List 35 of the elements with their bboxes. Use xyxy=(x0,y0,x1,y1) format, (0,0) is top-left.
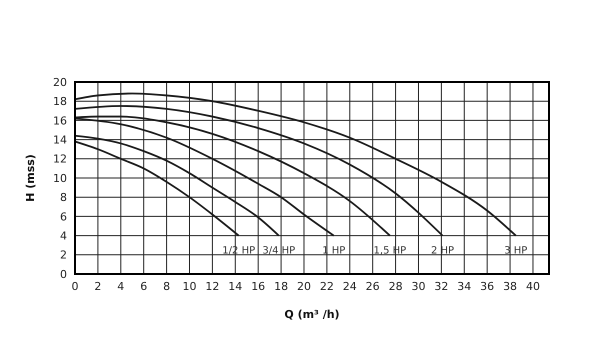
y-tick-label: 14 xyxy=(53,134,67,147)
x-tick-label: 20 xyxy=(296,280,311,293)
x-tick-label: 26 xyxy=(366,280,380,293)
x-tick-label: 10 xyxy=(182,280,196,293)
x-tick-label: 34 xyxy=(457,280,472,293)
x-tick-label: 24 xyxy=(342,280,357,293)
x-tick-label: 6 xyxy=(140,280,148,293)
y-tick-label: 18 xyxy=(53,95,67,108)
x-tick-label: 30 xyxy=(411,280,426,293)
x-tick-label: 2 xyxy=(94,280,102,293)
x-tick-label: 18 xyxy=(274,280,288,293)
y-axis-title: H (mss) xyxy=(24,154,37,202)
y-tick-label: 2 xyxy=(60,248,67,262)
x-tick-label: 28 xyxy=(388,280,403,293)
x-tick-label: 12 xyxy=(205,280,220,293)
x-tick-label: 32 xyxy=(434,280,448,293)
x-tick-label: 38 xyxy=(503,280,518,293)
y-tick-label: 8 xyxy=(60,191,67,204)
x-tick-label: 4 xyxy=(117,280,124,293)
y-tick-label: 4 xyxy=(60,230,67,243)
y-tick-label: 12 xyxy=(53,152,67,166)
y-tick-label: 6 xyxy=(60,210,67,224)
x-tick-label: 14 xyxy=(228,280,242,293)
x-tick-label: 36 xyxy=(480,280,494,293)
y-tick-label: 0 xyxy=(60,268,67,281)
x-axis-title: Q (m³ /h) xyxy=(284,308,340,321)
x-tick-label: 22 xyxy=(320,280,334,293)
x-tick-label: 0 xyxy=(72,280,78,293)
x-tick-label: 40 xyxy=(526,280,540,293)
y-tick-label: 20 xyxy=(53,76,67,89)
series-label: 3/4 HP xyxy=(262,246,296,257)
y-tick-label: 16 xyxy=(53,114,67,128)
x-tick-label: 16 xyxy=(251,280,266,293)
y-tick-label: 10 xyxy=(53,172,67,185)
x-tick-label: 8 xyxy=(163,280,170,293)
